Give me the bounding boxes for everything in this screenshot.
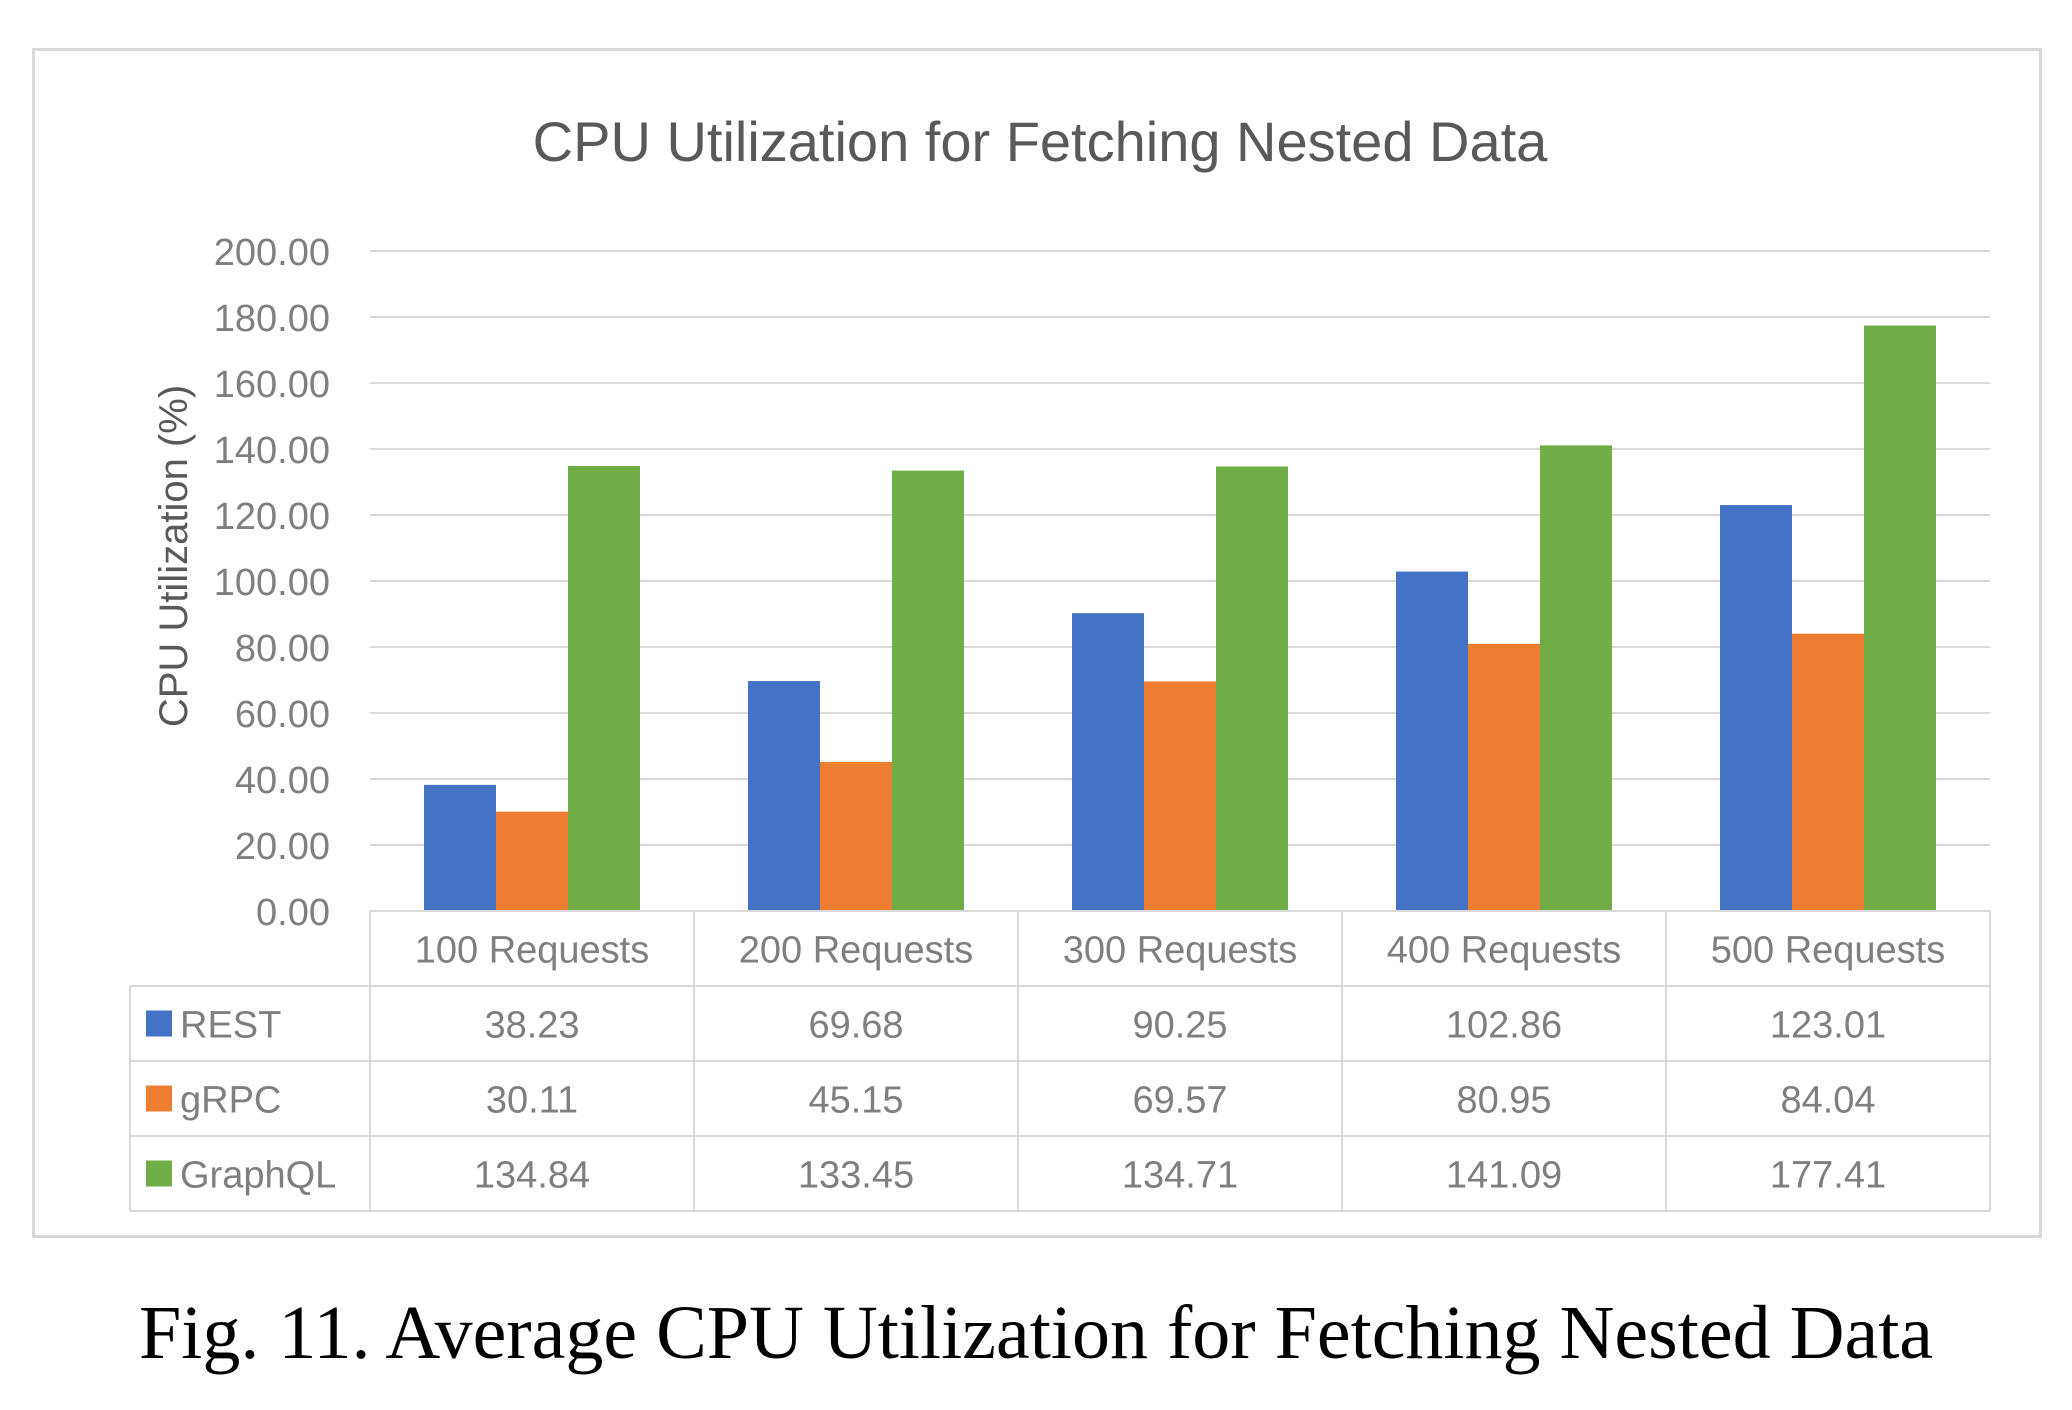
y-tick-label: 100.00: [214, 562, 330, 604]
bar-rest-3: [1072, 613, 1144, 911]
data-label-graphql-5: 177.41: [1770, 1155, 1886, 1197]
data-label-rest-2: 69.68: [808, 1005, 903, 1047]
y-axis-label: CPU Utilization (%): [152, 385, 196, 727]
bar-grpc-4: [1468, 643, 1540, 911]
bars: [424, 325, 1936, 911]
data-label-grpc-1: 30.11: [486, 1080, 578, 1122]
data-label-graphql-1: 134.84: [474, 1155, 590, 1197]
bar-graphql-5: [1864, 325, 1936, 911]
legend-label-graphql: GraphQL: [180, 1155, 336, 1197]
figure-caption: Fig. 11. Average CPU Utilization for Fet…: [138, 1291, 1934, 1375]
legend-label-grpc: gRPC: [180, 1080, 281, 1122]
bar-graphql-1: [568, 466, 640, 911]
y-tick-label: 20.00: [235, 826, 330, 868]
bar-rest-5: [1720, 505, 1792, 911]
y-tick-label: 200.00: [214, 232, 330, 274]
bar-grpc-5: [1792, 633, 1864, 911]
data-label-rest-5: 123.01: [1770, 1005, 1886, 1047]
bar-grpc-2: [820, 762, 892, 911]
bar-graphql-2: [892, 470, 964, 911]
bar-rest-1: [424, 784, 496, 911]
data-label-grpc-3: 69.57: [1132, 1080, 1227, 1122]
bar-rest-2: [748, 681, 820, 911]
bar-graphql-4: [1540, 445, 1612, 911]
chart-frame: CPU Utilization for Fetching Nested Data…: [32, 48, 2042, 1238]
legend-swatch-grpc: [146, 1085, 172, 1112]
bar-grpc-3: [1144, 681, 1216, 911]
bar-rest-4: [1396, 571, 1468, 911]
data-label-rest-4: 102.86: [1446, 1005, 1562, 1047]
bar-chart: CPU Utilization for Fetching Nested Data…: [129, 110, 1991, 1212]
legend-swatch-rest: [146, 1010, 172, 1037]
x-category-label: 500 Requests: [1711, 930, 1946, 972]
chart-title: CPU Utilization for Fetching Nested Data: [533, 110, 1549, 173]
data-label-rest-3: 90.25: [1132, 1005, 1227, 1047]
x-category-label: 200 Requests: [739, 930, 974, 972]
y-tick-label: 160.00: [214, 364, 330, 406]
data-label-grpc-4: 80.95: [1456, 1080, 1551, 1122]
bar-graphql-3: [1216, 466, 1288, 911]
y-tick-labels: 0.00 20.00 40.00 60.00 80.00 100.00 120.00 140.…: [214, 232, 330, 934]
legend-swatch-graphql: [146, 1160, 172, 1187]
data-label-grpc-5: 84.04: [1780, 1080, 1875, 1122]
y-tick-label: 0.00: [256, 892, 330, 934]
y-tick-label: 40.00: [235, 760, 330, 802]
data-label-rest-1: 38.23: [484, 1005, 579, 1047]
y-tick-label: 180.00: [214, 298, 330, 340]
data-label-graphql-3: 134.71: [1122, 1155, 1238, 1197]
data-label-grpc-2: 45.15: [808, 1080, 903, 1122]
data-table: 100 Requests 200 Requests 300 Requests 400 …: [129, 910, 1991, 1212]
y-tick-label: 80.00: [235, 628, 330, 670]
x-category-label: 300 Requests: [1063, 930, 1298, 972]
bar-grpc-1: [496, 811, 568, 911]
data-label-graphql-2: 133.45: [798, 1155, 914, 1197]
y-tick-label: 120.00: [214, 496, 330, 538]
data-label-graphql-4: 141.09: [1446, 1155, 1562, 1197]
legend-label-rest: REST: [180, 1005, 281, 1047]
y-tick-label: 60.00: [235, 694, 330, 736]
x-category-label: 100 Requests: [415, 930, 650, 972]
x-category-label: 400 Requests: [1387, 930, 1622, 972]
y-tick-label: 140.00: [214, 430, 330, 472]
